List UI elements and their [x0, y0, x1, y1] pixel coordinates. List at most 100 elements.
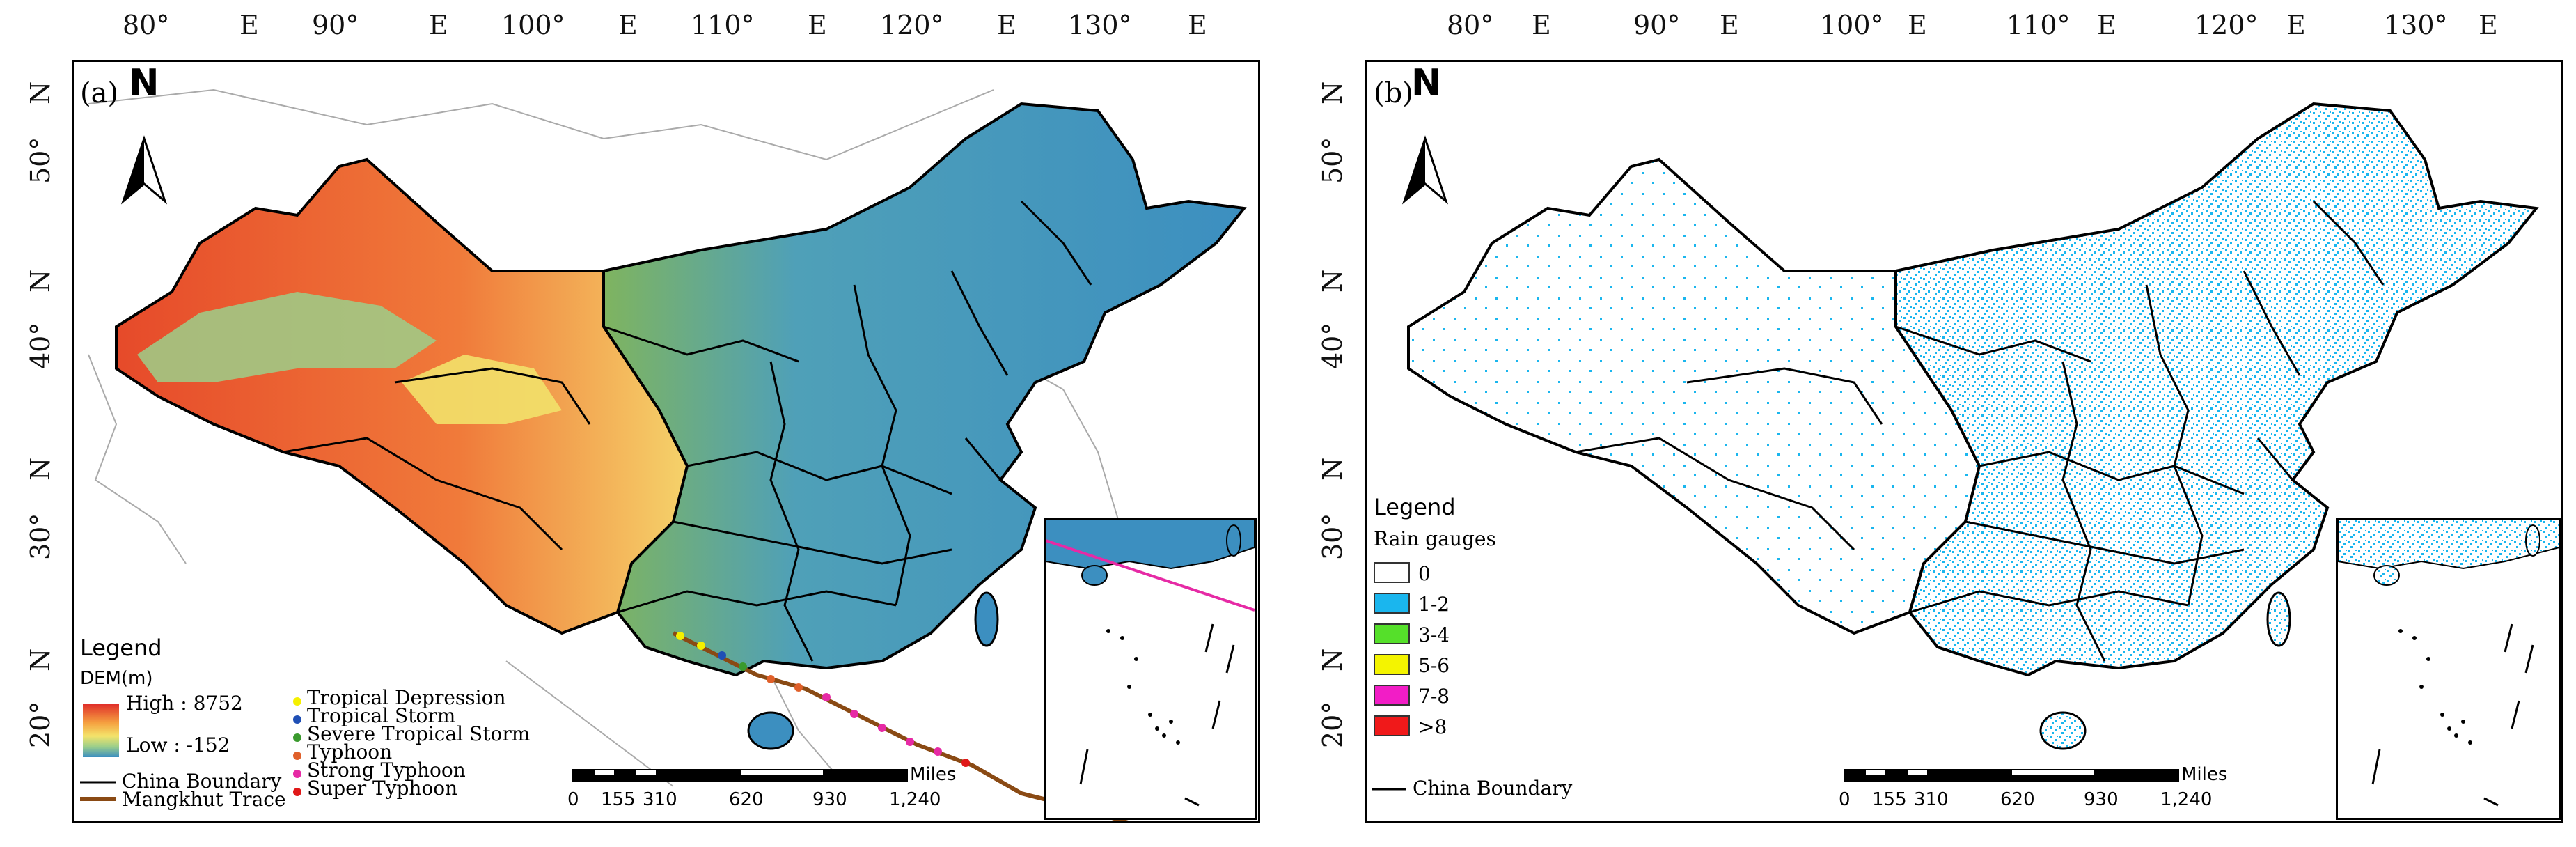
scale-tick-155: 155 — [1872, 789, 1907, 810]
north-label: N — [1411, 62, 1442, 104]
rain-gauge-map-canvas — [1372, 102, 2539, 791]
scale-tick-310: 310 — [643, 789, 677, 810]
lon-suffix: E — [808, 10, 827, 40]
scale-bar — [1844, 769, 2179, 782]
legend-label-0: 0 — [1418, 562, 1431, 585]
lon-suffix: E — [618, 10, 638, 40]
province-boundaries — [283, 200, 1092, 662]
taiwan-island — [2266, 591, 2291, 647]
lon-suffix: E — [2479, 10, 2498, 40]
hainan-island — [2039, 711, 2087, 750]
legend-dot-severe-tropical-storm — [293, 733, 301, 742]
scale-tick-155: 155 — [601, 789, 636, 810]
hainan-island — [747, 711, 794, 750]
lon-label-110-b: 110° — [2006, 10, 2071, 40]
north-arrow-icon — [1401, 135, 1449, 205]
legend-swatch-0 — [1374, 562, 1410, 583]
legend-title: Legend — [1374, 494, 1456, 520]
dem-high: High : 8752 — [126, 692, 243, 715]
scale-tick-0: 0 — [567, 789, 579, 810]
taiwan-island — [974, 591, 999, 647]
lat-label-50-b: 50° — [1317, 137, 1348, 184]
legend-title: Legend — [80, 635, 162, 661]
legend-label-typhoon: Typhoon — [307, 740, 393, 763]
legend-swatch-5-6 — [1374, 654, 1410, 675]
lon-label-120-b: 120° — [2194, 10, 2259, 40]
legend-label-severe-tropical-storm: Severe Tropical Storm — [307, 722, 531, 745]
legend-label-tropical-storm: Tropical Storm — [307, 704, 456, 727]
panel-b-rain-gauge-map: (b) N Legend Rain gauges 0 1-2 3-4 5-6 7… — [1365, 60, 2563, 823]
scale-tick-0: 0 — [1839, 789, 1851, 810]
lat-suffix: N — [25, 81, 56, 104]
scale-tick-930: 930 — [812, 789, 847, 810]
lon-label-120-a: 120° — [880, 10, 944, 40]
lon-label-90-b: 90° — [1633, 10, 1681, 40]
lon-label-110-a: 110° — [691, 10, 755, 40]
typhoon-track-points — [676, 632, 970, 767]
north-arrow-icon — [120, 135, 168, 205]
scale-bar — [572, 769, 908, 782]
lon-label-80-b: 80° — [1447, 10, 1494, 40]
lon-label-130-b: 130° — [2384, 10, 2448, 40]
scale-tick-620: 620 — [2000, 789, 2035, 810]
scale-unit: Miles — [910, 764, 957, 785]
lat-label-50-a: 50° — [25, 137, 56, 184]
legend-swatch-1-2 — [1374, 593, 1410, 614]
legend-swatch-7-8 — [1374, 685, 1410, 706]
legend-dot-typhoon — [293, 752, 301, 760]
scale-tick-930: 930 — [2084, 789, 2119, 810]
china-west-outline — [1407, 157, 1981, 635]
south-china-sea-inset — [2336, 518, 2561, 820]
lat-suffix: N — [25, 457, 56, 481]
legend-label-3-4: 3-4 — [1418, 623, 1450, 646]
lat-label-20-b: 20° — [1317, 701, 1348, 748]
legend-label-tropical-depression: Tropical Depression — [307, 686, 506, 709]
panel-letter: (a) — [80, 77, 119, 109]
lon-label-80-a: 80° — [123, 10, 170, 40]
lon-label-100-b: 100° — [1820, 10, 1884, 40]
boundary-label: China Boundary — [122, 770, 282, 793]
lon-suffix: E — [1908, 10, 1927, 40]
lat-label-30-a: 30° — [25, 513, 56, 560]
legend-dot-tropical-storm — [293, 715, 301, 724]
lat-suffix: N — [25, 648, 56, 671]
north-label: N — [129, 62, 159, 104]
china-west-highland — [115, 157, 689, 635]
legend-subtitle: Rain gauges — [1374, 527, 1496, 550]
lon-label-100-a: 100° — [501, 10, 565, 40]
panel-letter: (b) — [1374, 77, 1413, 109]
legend-label-5-6: 5-6 — [1418, 654, 1450, 677]
lat-label-30-b: 30° — [1317, 513, 1348, 560]
legend-dot-tropical-depression — [293, 697, 301, 706]
lat-suffix: N — [1317, 81, 1348, 104]
lon-suffix: E — [2286, 10, 2306, 40]
lat-suffix: N — [1317, 269, 1348, 293]
legend-label-1-2: 1-2 — [1418, 593, 1450, 616]
legend-dot-super-typhoon — [293, 788, 301, 796]
lon-suffix: E — [1532, 10, 1551, 40]
trace-label: Mangkhut Trace — [122, 788, 286, 811]
lon-suffix: E — [239, 10, 259, 40]
dem-color-ramp — [83, 704, 119, 757]
lat-label-40-a: 40° — [25, 322, 56, 369]
lat-suffix: N — [1317, 457, 1348, 481]
lat-label-40-b: 40° — [1317, 322, 1348, 369]
dem-map-canvas — [80, 88, 1247, 821]
lon-suffix: E — [2097, 10, 2116, 40]
lon-label-130-a: 130° — [1068, 10, 1132, 40]
south-china-sea-inset — [1044, 518, 1257, 820]
dem-low: Low : -152 — [126, 733, 230, 756]
lon-suffix: E — [997, 10, 1016, 40]
lon-label-90-a: 90° — [312, 10, 359, 40]
scale-unit: Miles — [2181, 764, 2228, 785]
legend-swatch-gt8 — [1374, 715, 1410, 736]
scale-tick-1240: 1,240 — [2160, 789, 2213, 810]
taklamakan-basin — [137, 292, 437, 382]
province-boundaries — [1575, 200, 2385, 662]
lat-suffix: N — [25, 269, 56, 293]
qaidam-basin — [402, 355, 562, 424]
dem-title: DEM(m) — [80, 668, 153, 689]
legend-label-gt8: >8 — [1418, 715, 1447, 738]
legend-dot-strong-typhoon — [293, 770, 301, 778]
lon-suffix: E — [1188, 10, 1207, 40]
